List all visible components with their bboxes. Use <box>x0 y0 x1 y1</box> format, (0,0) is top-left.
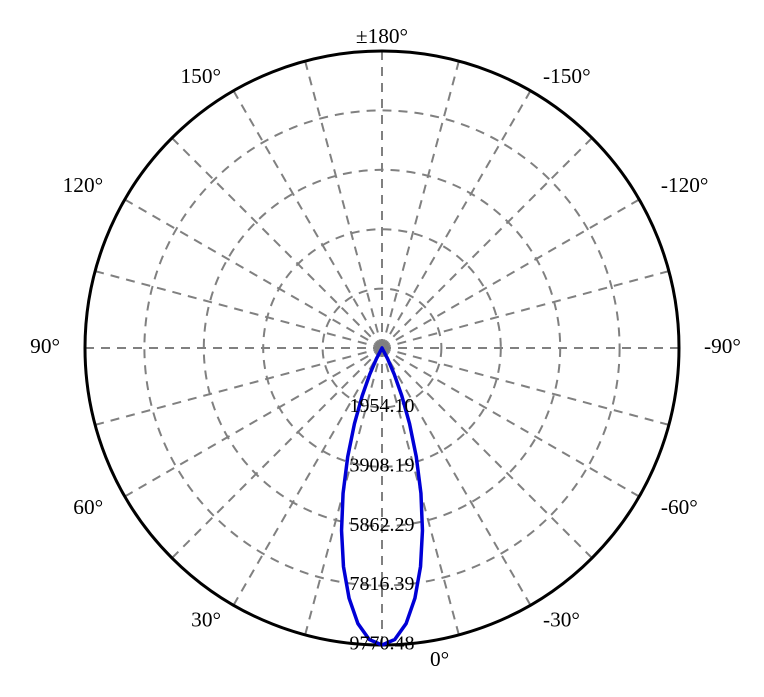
angle-tick-label: 30° <box>191 607 221 631</box>
spoke <box>234 91 383 348</box>
angle-tick-label: -150° <box>543 64 591 88</box>
angle-tick-label: 0° <box>430 647 449 671</box>
spoke <box>382 200 639 349</box>
angle-tick-label: ±180° <box>356 24 408 48</box>
angle-tick-label: -30° <box>543 607 580 631</box>
spoke <box>95 271 382 348</box>
radial-tick-label: 1954.10 <box>350 395 415 417</box>
spoke <box>125 348 382 497</box>
spoke <box>382 348 639 497</box>
spoke <box>382 348 669 425</box>
spoke <box>382 91 531 348</box>
spoke <box>305 61 382 348</box>
spoke <box>125 200 382 349</box>
angle-tick-label: 120° <box>63 173 104 197</box>
spoke <box>172 138 382 348</box>
polar-chart: 1954.10 3908.19 5862.29 7816.39 9770.48 0° 30… <box>0 0 764 697</box>
spoke <box>95 348 382 425</box>
spoke <box>382 138 592 348</box>
angle-tick-label: 60° <box>73 495 103 519</box>
angle-tick-label: -120° <box>661 173 709 197</box>
radial-tick-label: 5862.29 <box>350 514 415 536</box>
angle-tick-label: -90° <box>704 334 741 358</box>
spoke <box>382 61 459 348</box>
angle-tick-label: 150° <box>181 64 222 88</box>
spoke <box>382 271 669 348</box>
angle-tick-label: -60° <box>661 495 698 519</box>
radial-tick-label: 3908.19 <box>350 454 415 476</box>
angle-tick-label: 90° <box>30 334 60 358</box>
radial-tick-label: 9770.48 <box>350 633 415 655</box>
spoke <box>234 348 383 605</box>
radial-tick-label: 7816.39 <box>350 573 415 595</box>
spoke <box>382 348 531 605</box>
